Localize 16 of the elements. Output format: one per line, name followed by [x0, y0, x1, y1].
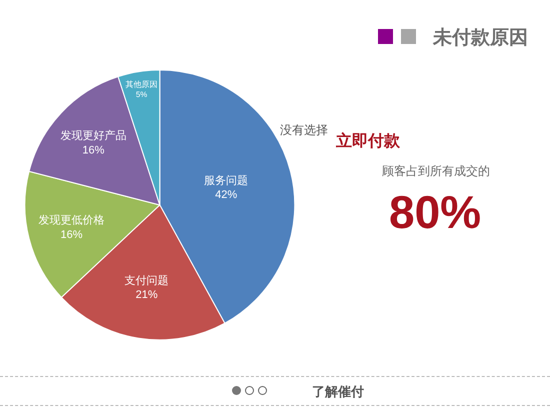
text: 顾客占到所有成交的 [382, 164, 490, 178]
data-label: 42% [215, 189, 238, 202]
text: 立即付款 [335, 131, 401, 150]
text: 没有选择 [280, 123, 328, 137]
slice-label: 其他原因 [126, 80, 158, 90]
slice-label: 支付问题 [124, 274, 169, 287]
slice-label: 服务问题 [204, 174, 248, 187]
data-label: 16% [60, 228, 83, 241]
slice-label: 发现更低价格 [38, 214, 105, 226]
data-label: 16% [82, 144, 105, 156]
slice-label: 发现更好产品 [60, 128, 126, 142]
data-label: 5% [136, 90, 148, 100]
text: 80% [389, 186, 482, 238]
text: 未付款原因 [432, 26, 528, 49]
text: 了解催付 [312, 384, 364, 399]
data-label: 21% [136, 289, 158, 302]
